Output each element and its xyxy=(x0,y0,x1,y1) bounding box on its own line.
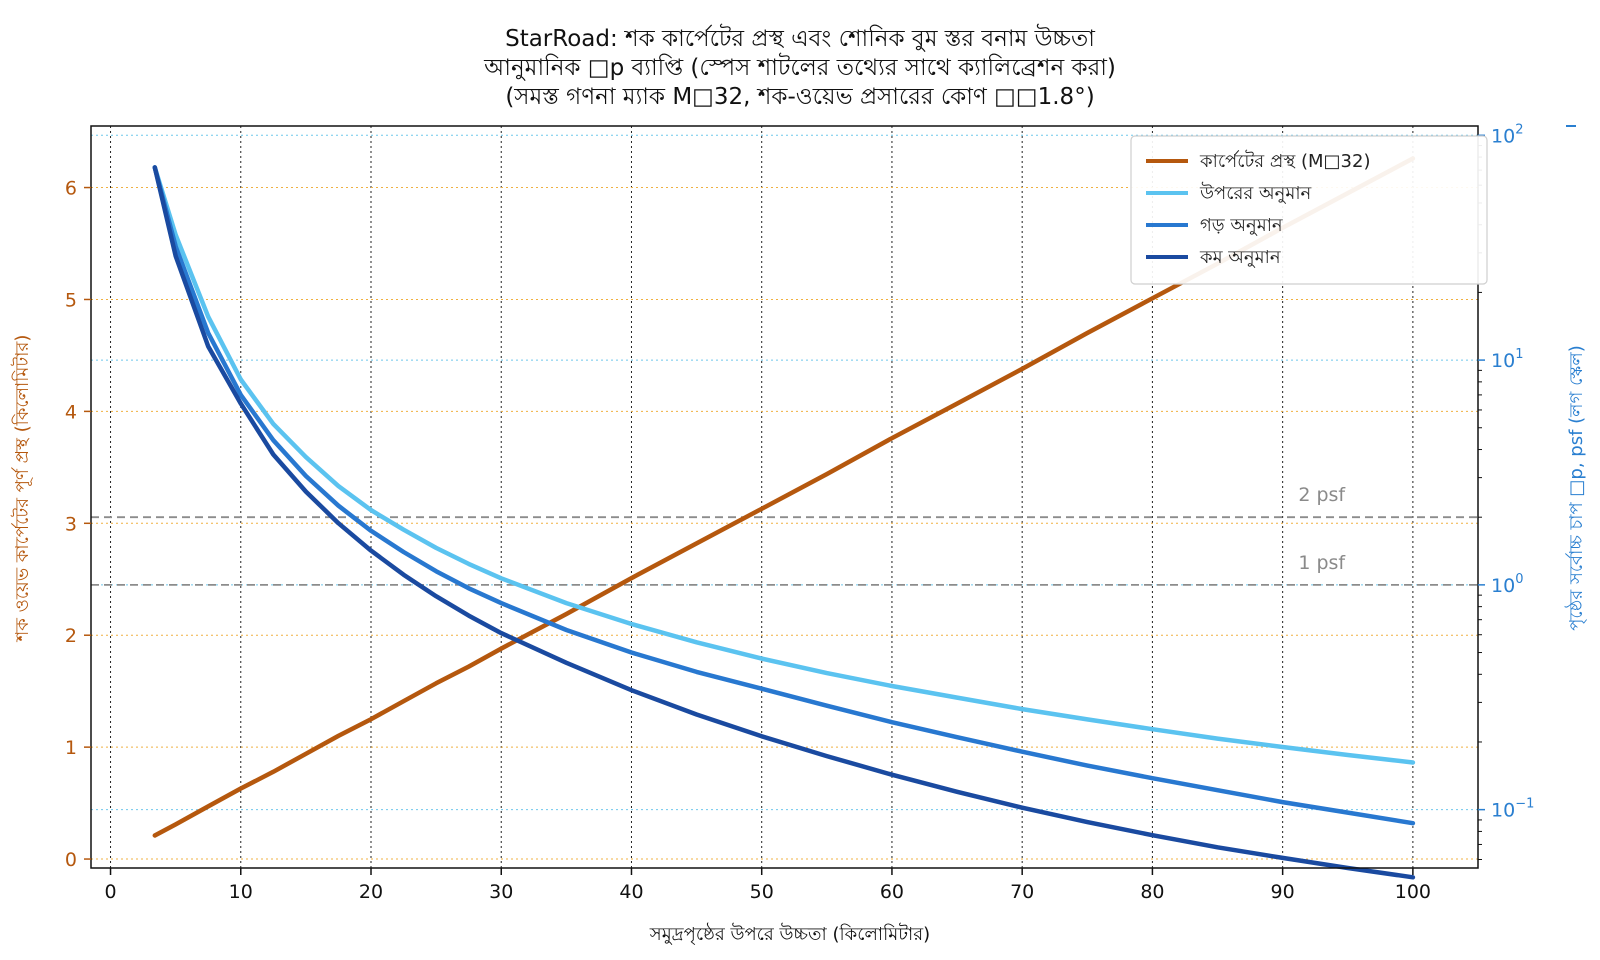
right-axis-ticks: 10−1 100 101 102 xyxy=(1478,122,1534,861)
x-axis-label: সমুদ্রপৃষ্ঠের উপরে উচ্চতা (কিলোমিটার) xyxy=(649,923,930,946)
series-line xyxy=(152,165,1416,880)
left-tick-label: 2 xyxy=(65,625,77,647)
legend-label: কার্পেটের প্রস্থ (M□32) xyxy=(1199,150,1371,172)
x-tick-label: 60 xyxy=(880,881,904,903)
series-line xyxy=(152,165,1416,826)
chart-title-line-3: (সমস্ত গণনা ম্যাক M□32, শক-ওয়েভ প্রসারে… xyxy=(505,84,1094,110)
left-tick-label: 6 xyxy=(65,178,77,200)
legend-box xyxy=(1130,135,1488,285)
x-axis-ticks: 0 10 20 30 40 50 60 70 80 90 100 xyxy=(104,868,1431,903)
left-tick-label: 4 xyxy=(65,401,77,423)
legend-label: উপরের অনুমান xyxy=(1199,182,1312,204)
x-tick-label: 70 xyxy=(1010,881,1034,903)
right-tick-label: 102 xyxy=(1491,122,1523,147)
left-tick-label: 0 xyxy=(65,849,77,871)
chart-title-line-2: আনুমানিক □p ব্যাপ্তি (স্পেস শাটলের তথ্যে… xyxy=(483,53,1116,81)
left-axis-ticks: 0 1 2 3 4 5 6 xyxy=(65,178,91,871)
x-tick-label: 10 xyxy=(229,881,253,903)
right-tick-label: 100 xyxy=(1491,572,1523,597)
legend: কার্পেটের প্রস্থ (M□32) উপরের অনুমান গড় অ… xyxy=(1130,135,1488,285)
x-tick-label: 100 xyxy=(1395,881,1431,903)
left-axis-label: শক ওয়েভ কার্পেটের পূর্ণ প্রস্থ (কিলোমিট… xyxy=(11,335,33,643)
x-tick-label: 90 xyxy=(1271,881,1295,903)
left-tick-label: 5 xyxy=(65,289,77,311)
reference-line-label: 2 psf xyxy=(1298,484,1346,506)
plot-frame xyxy=(90,125,1479,869)
x-tick-label: 40 xyxy=(619,881,643,903)
x-tick-label: 30 xyxy=(489,881,513,903)
series-line xyxy=(152,165,1416,765)
legend-label: গড় অনুমান xyxy=(1200,215,1283,236)
legend-label: কম অনুমান xyxy=(1199,247,1281,268)
chart-title-line-1: StarRoad: শক কার্পেটের প্রস্থ এবং শোনিক … xyxy=(505,24,1095,52)
right-axis-label: পৃষ্ঠের সর্বোচ্চ চাপ □p, psf (লগ স্কেল) xyxy=(1565,345,1588,631)
x-tick-label: 50 xyxy=(750,881,774,903)
reference-lines: 2 psf 1 psf xyxy=(91,484,1478,586)
reference-line-label: 1 psf xyxy=(1298,552,1346,574)
plot-series xyxy=(152,156,1416,880)
left-tick-label: 1 xyxy=(65,737,77,759)
right-tick-label: 101 xyxy=(1491,347,1523,372)
right-tick-label: 10−1 xyxy=(1491,797,1534,822)
x-tick-label: 0 xyxy=(104,881,116,903)
x-tick-label: 20 xyxy=(359,881,383,903)
left-tick-label: 3 xyxy=(65,513,77,535)
series-line xyxy=(152,156,1416,838)
chart-title: StarRoad: শক কার্পেটের প্রস্থ এবং শোনিক … xyxy=(483,24,1116,110)
x-tick-label: 80 xyxy=(1140,881,1164,903)
